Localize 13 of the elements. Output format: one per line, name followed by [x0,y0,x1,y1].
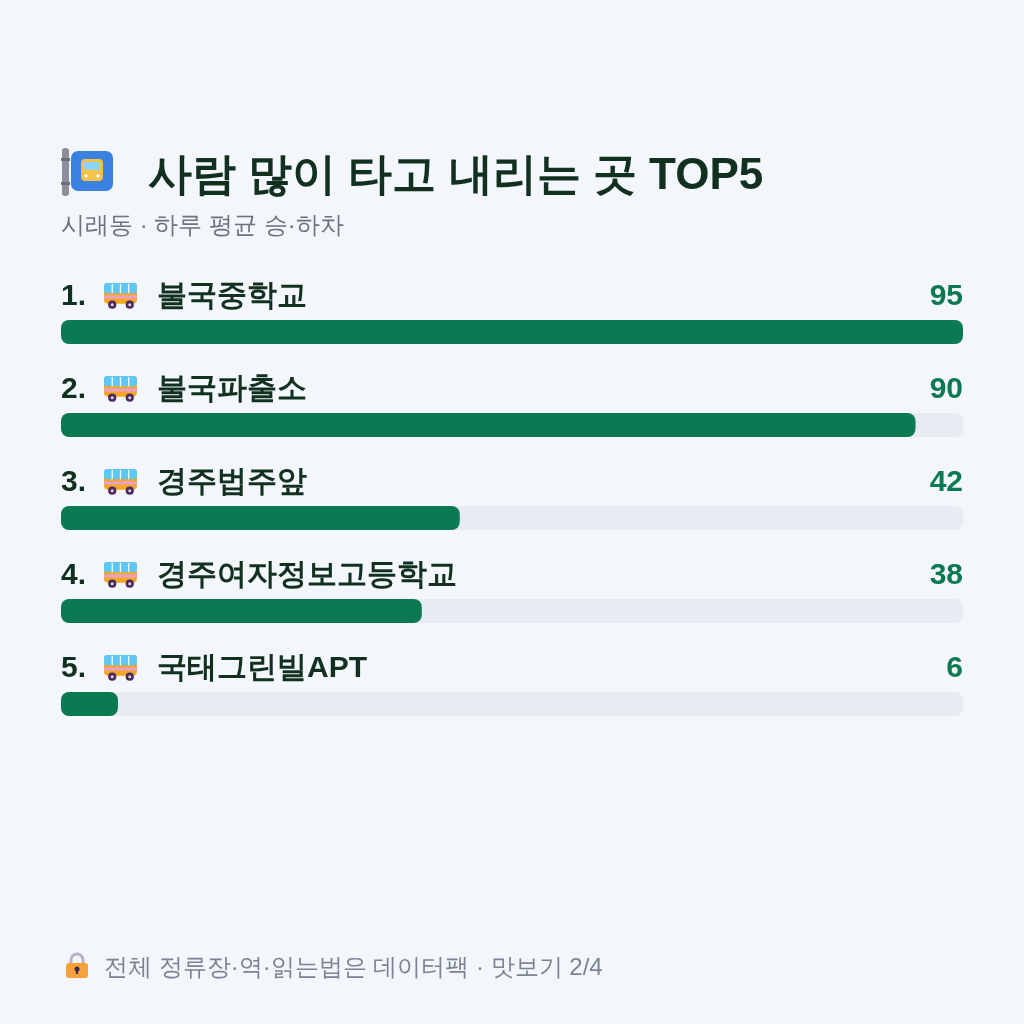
data-label: 90 [929,371,963,404]
data-label: 95 [929,278,963,311]
category-label: 5. 국태그린빌APT [61,650,367,683]
data-label: 42 [929,464,963,497]
category-label: 3. 경주법주앞 [61,464,307,497]
data-label: 38 [929,557,963,590]
category-label: 1. 불국중학교 [61,278,307,311]
chart-subtitle: 시래동 · 하루 평균 승·하차 [61,211,344,238]
text: 전체 정류장·역·읽는법은 데이터팩 · 맛보기 2/4 [104,953,603,980]
data-label: 6 [946,650,963,683]
category-label: 2. 불국파출소 [61,371,307,404]
category-label: 4. 경주여자정보고등학교 [61,557,457,590]
chart-title: 사람 많이 타고 내리는 곳 TOP5 [148,149,764,198]
